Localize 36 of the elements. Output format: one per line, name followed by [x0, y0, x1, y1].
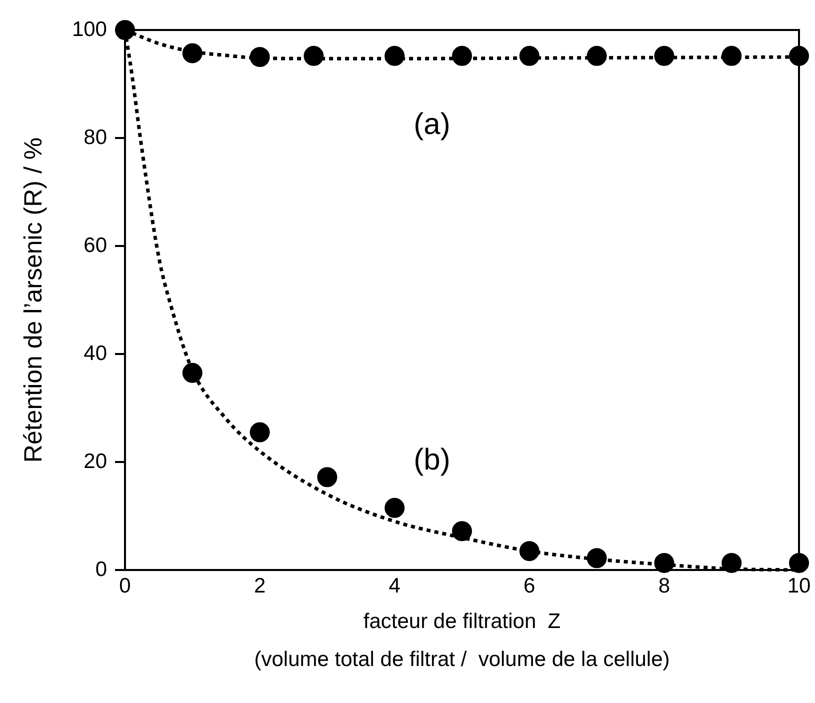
point	[789, 552, 809, 573]
x-tick-label: 10	[787, 574, 811, 598]
point	[452, 46, 472, 66]
x-tick-label: 6	[524, 574, 536, 598]
point	[586, 548, 607, 568]
point	[115, 20, 135, 40]
point	[722, 46, 742, 66]
series-label: (a)	[414, 108, 450, 142]
point	[519, 46, 540, 66]
y-tick-label: 80	[84, 126, 107, 149]
point	[304, 46, 324, 66]
y-tick-label: 20	[84, 450, 107, 473]
point	[654, 552, 674, 573]
point	[654, 46, 674, 66]
point	[519, 541, 540, 562]
y-tick-label: 40	[84, 342, 107, 365]
y-tick-label: 0	[95, 558, 107, 581]
point	[317, 467, 338, 488]
y-tick-label: 100	[72, 18, 107, 41]
point	[452, 521, 472, 542]
point	[182, 43, 202, 64]
point	[384, 46, 405, 66]
x-tick-label: 2	[254, 574, 266, 598]
point	[250, 422, 270, 442]
series-label: (b)	[414, 443, 450, 476]
point	[250, 47, 270, 67]
point	[586, 46, 607, 66]
x-tick-label: 8	[658, 574, 670, 598]
y-axis-title: Rétention de l’arsenic (R) / %	[20, 137, 48, 463]
x-tick-label: 4	[388, 574, 401, 598]
point	[384, 498, 405, 518]
y-tick-label: 60	[84, 234, 107, 257]
point	[722, 552, 742, 573]
x-axis-title: facteur de filtration Z (volume total de filtrat / volume de la cellule)	[254, 609, 670, 673]
point	[182, 362, 202, 383]
x-tick-label: 0	[119, 574, 131, 598]
